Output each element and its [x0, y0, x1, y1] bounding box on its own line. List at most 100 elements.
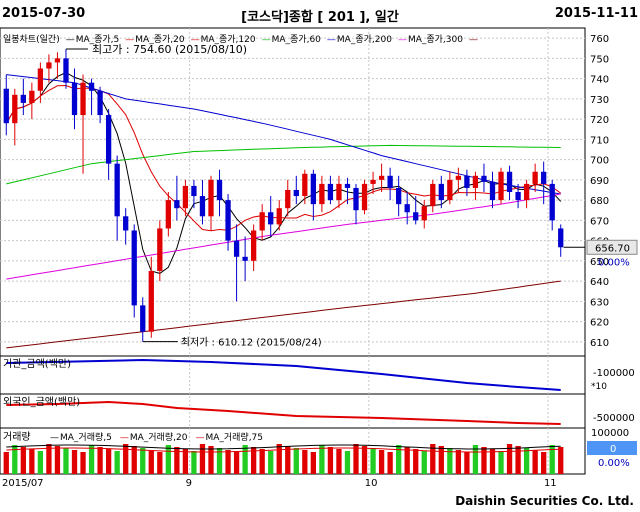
volume-bar — [344, 451, 351, 474]
volume-bar — [430, 444, 436, 474]
candle-body — [182, 185, 189, 209]
candle-body — [558, 228, 564, 248]
candle-body — [455, 175, 462, 180]
inst-scale-label: *10 — [591, 382, 607, 392]
volume-bar — [413, 449, 419, 474]
volume-panel-title: 거래량 — [3, 431, 31, 443]
y-tick-label: 740 — [590, 75, 609, 86]
candle-body — [123, 216, 129, 231]
volume-bar — [396, 445, 402, 474]
x-tick-label: 2015/07 — [2, 478, 44, 489]
volume-bar — [225, 450, 231, 474]
volume-bar — [3, 452, 9, 474]
volume-bar — [105, 449, 112, 474]
candle-body — [523, 183, 530, 201]
inst-flow-line — [6, 358, 561, 391]
x-tick-label: 10 — [365, 478, 378, 489]
candle-body — [481, 175, 487, 182]
y-tick-label: 610 — [590, 338, 609, 349]
candle-body — [54, 58, 61, 63]
volume-legend-entry: MA_거래량,20 — [130, 431, 188, 443]
legend-entry: MA_종가,5 — [76, 34, 120, 45]
candle-body — [430, 183, 436, 207]
candle-body — [396, 187, 402, 205]
legend-entry: MA_종가,60 — [272, 34, 322, 45]
candle-body — [498, 171, 504, 201]
volume-last-change: 0.00% — [598, 458, 630, 469]
volume-bar — [63, 448, 69, 474]
last-price-tag — [586, 239, 638, 255]
candle-body — [378, 175, 385, 180]
candle-body — [268, 212, 274, 225]
legend-marker: — — [262, 35, 271, 45]
volume-bar — [404, 447, 410, 474]
volume-bar — [233, 452, 240, 474]
y-tick-label: 670 — [590, 216, 609, 227]
volume-bar — [20, 447, 26, 474]
candle-body — [131, 230, 137, 306]
candle-body — [140, 305, 146, 332]
candle-body — [259, 212, 265, 231]
last-price-value: 656.70 — [595, 243, 630, 254]
volume-bar — [549, 445, 555, 474]
foreign-flow-line — [6, 400, 561, 425]
volume-bar — [455, 450, 462, 474]
volume-bar — [250, 447, 257, 474]
y-tick-label: 720 — [590, 115, 609, 126]
volume-bar — [97, 447, 103, 474]
volume-bar — [532, 450, 538, 474]
candle-body — [438, 183, 444, 201]
volume-legend-entry: MA_거래량,5 — [60, 431, 112, 443]
volume-bar — [387, 452, 393, 474]
legend-entry: MA_종가,20 — [135, 34, 185, 45]
low-price-annotation: 최저가 : 610.12 (2015/08/24) — [181, 337, 322, 349]
volume-legend-marker: — — [195, 433, 204, 443]
candle-body — [29, 90, 35, 103]
y-tick-label: 650 — [590, 257, 609, 268]
last-change-percent: 0.00% — [598, 257, 630, 268]
candle-body — [191, 185, 197, 197]
candle-body — [472, 175, 479, 188]
volume-bar — [174, 447, 180, 474]
start-date: 2015-07-30 — [2, 6, 86, 21]
volume-legend-marker: — — [120, 433, 129, 443]
candle-body — [233, 240, 240, 257]
x-tick-label: 11 — [544, 478, 557, 489]
candle-body — [71, 82, 78, 116]
candle-body — [105, 115, 112, 164]
volume-bar — [182, 449, 189, 474]
volume-panel-frame — [0, 427, 586, 475]
volume-bar — [541, 452, 547, 474]
candle-body — [464, 175, 470, 188]
volume-bar — [80, 452, 86, 474]
volume-bar — [481, 447, 487, 474]
candle-body — [515, 192, 521, 201]
candle-body — [302, 173, 308, 197]
candle-body — [88, 82, 95, 91]
inst-y-tick: -100000 — [593, 368, 635, 379]
volume-bar — [370, 448, 376, 474]
candle-body — [370, 179, 376, 184]
volume-bar — [558, 447, 564, 474]
volume-bar — [29, 449, 35, 474]
candle-body — [80, 82, 86, 116]
candle-body — [63, 58, 69, 83]
candle-body — [3, 88, 9, 124]
candle-body — [276, 208, 282, 225]
foreign-panel-title: 외국인_금액(백만) — [3, 396, 80, 408]
candle-body — [421, 206, 427, 221]
candle-body — [208, 179, 214, 217]
candle-body — [532, 171, 538, 184]
candle-body — [20, 94, 26, 103]
y-tick-label: 750 — [590, 54, 609, 65]
volume-bar — [208, 446, 214, 474]
candle-body — [353, 187, 359, 211]
volume-bar — [71, 450, 78, 474]
volume-bar — [361, 446, 368, 474]
volume-last-value: 0 — [610, 444, 616, 455]
candle-body — [489, 181, 496, 201]
candle-body — [97, 90, 103, 116]
company-credit: Daishin Securities Co. Ltd. — [455, 494, 634, 508]
